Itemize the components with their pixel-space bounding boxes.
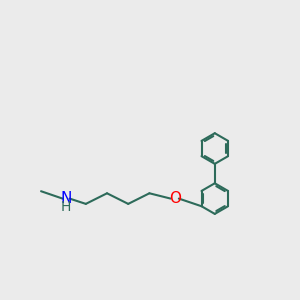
- Text: H: H: [61, 200, 71, 214]
- Text: O: O: [169, 191, 181, 206]
- Text: N: N: [60, 191, 72, 206]
